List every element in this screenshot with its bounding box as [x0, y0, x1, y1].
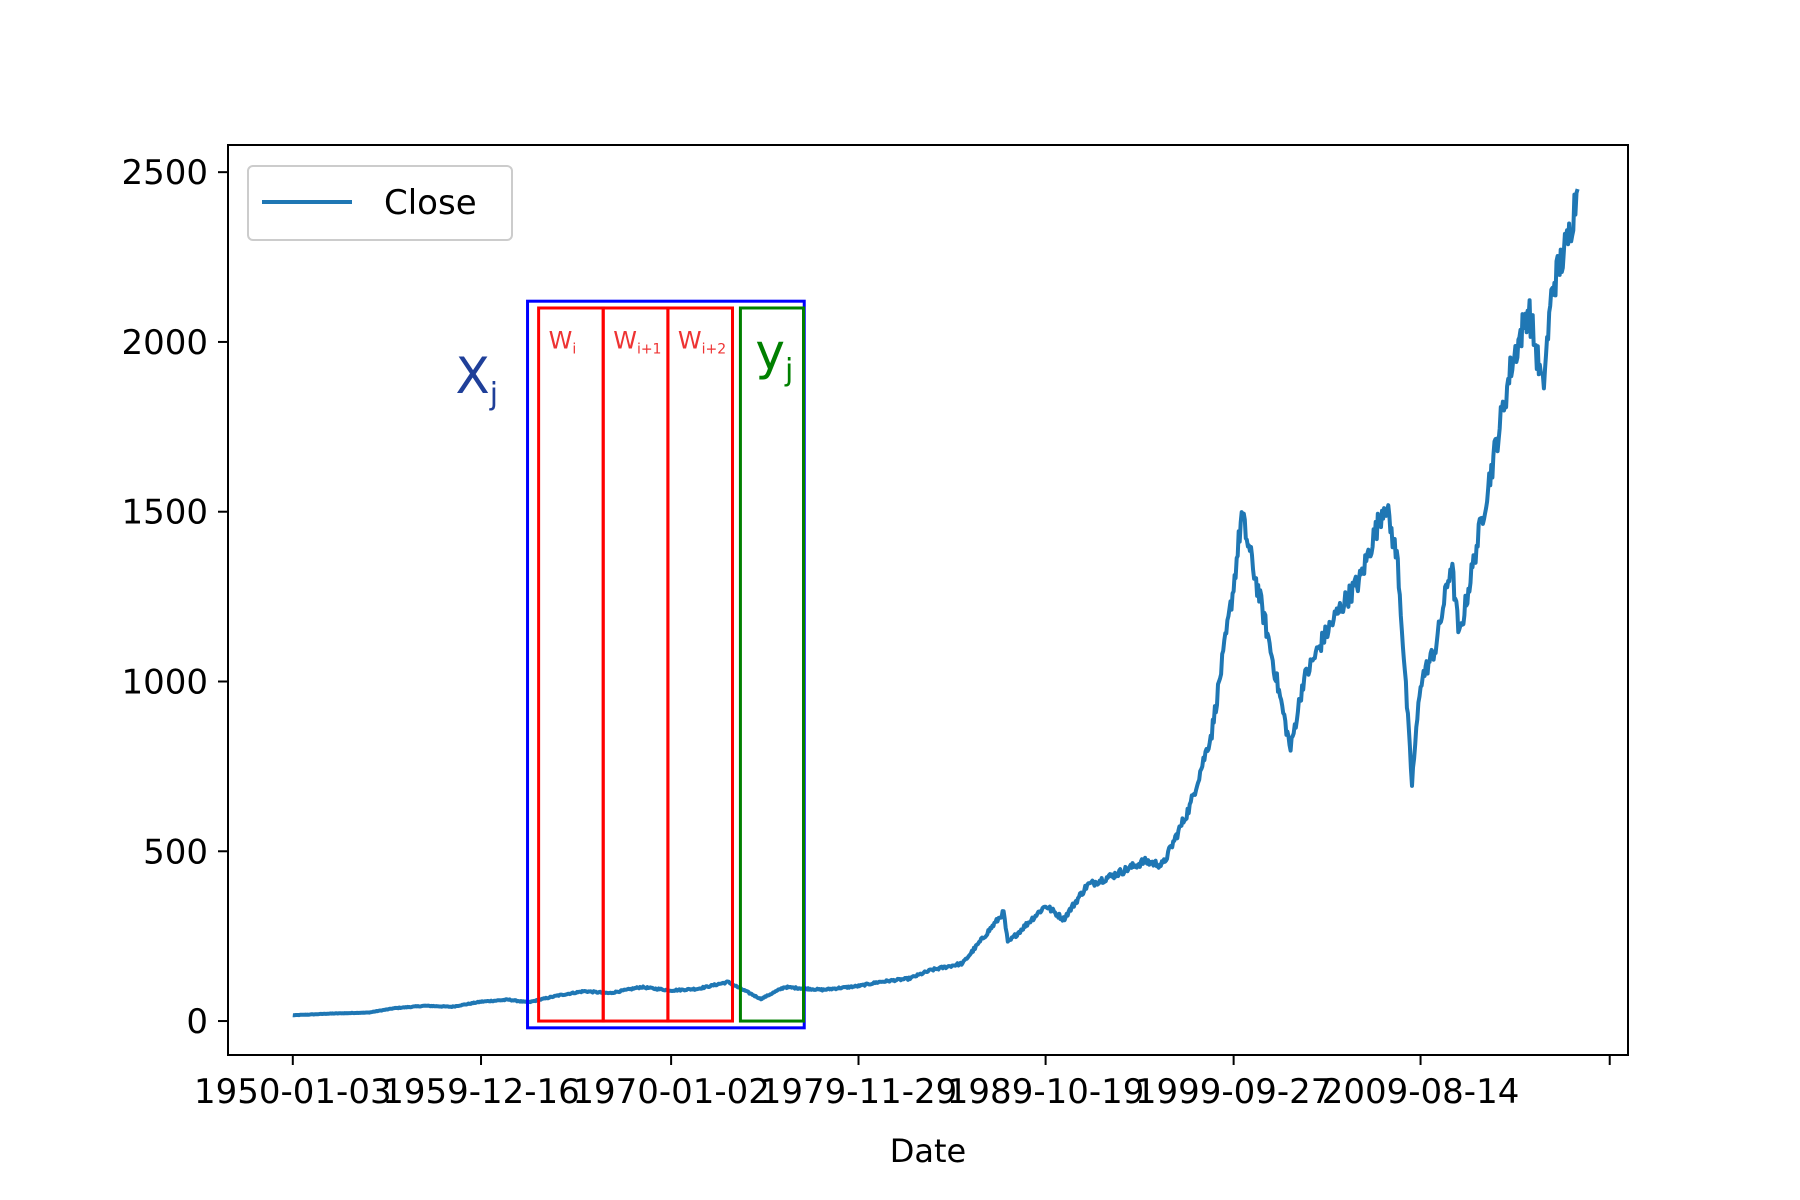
annotation-box-target [738, 306, 806, 1023]
legend: Close [247, 165, 513, 241]
x-tick-label: 1959-12-16 [382, 1072, 580, 1112]
x-tick-label: 2009-08-14 [1322, 1072, 1520, 1112]
x-axis-label: Date [890, 1132, 966, 1170]
y-tick-label: 1000 [121, 662, 208, 702]
x-tick-label: 1950-01-03 [194, 1072, 392, 1112]
y-tick-label: 0 [186, 1002, 208, 1042]
annotation-label-window: Wi [549, 327, 577, 358]
y-tick-label: 2000 [121, 323, 208, 363]
annotation-subscript: j [784, 353, 793, 388]
y-tick-label: 2500 [121, 153, 208, 193]
annotation-subscript: i [572, 342, 576, 358]
x-axis: 1950-01-031959-12-161970-01-021979-11-29… [194, 1055, 1611, 1112]
x-tick-label: 1999-09-27 [1135, 1072, 1333, 1112]
legend-box [247, 165, 513, 241]
legend-label: Close [384, 183, 477, 223]
x-tick-label: 1970-01-02 [572, 1072, 770, 1112]
annotation-subscript: i+1 [637, 342, 662, 358]
series-close-line [291, 188, 1580, 1018]
series-layer [291, 188, 1580, 1018]
annotation-subscript: i+2 [702, 342, 727, 358]
annotation-subscript: j [489, 377, 498, 412]
y-tick-label: 500 [143, 832, 208, 872]
annotation-box-window [666, 306, 734, 1023]
x-tick-label: 1989-10-19 [947, 1072, 1145, 1112]
plot-area [227, 144, 1629, 1056]
y-tick-label: 1500 [121, 493, 208, 533]
x-tick-label: 1979-11-29 [760, 1072, 958, 1112]
y-axis: 0 500 1000 1500 2000 2500 [121, 153, 228, 1042]
